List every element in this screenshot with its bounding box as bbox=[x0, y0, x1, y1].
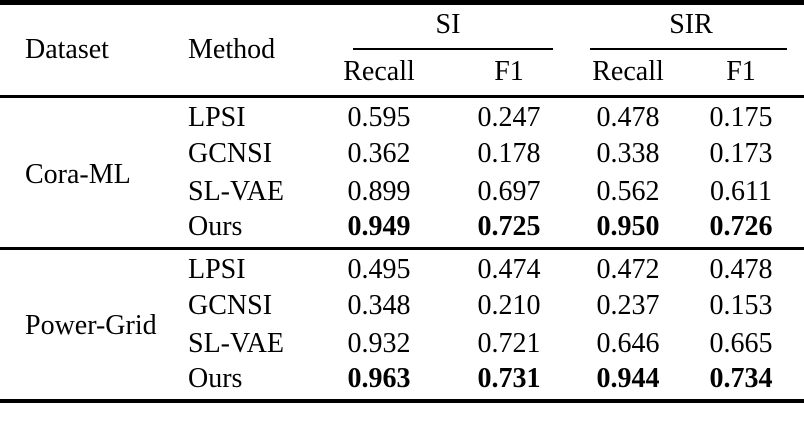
cell-si-recall: 0.362 bbox=[347, 137, 411, 169]
col-header-dataset: Dataset bbox=[25, 34, 109, 65]
cell-si-recall: 0.595 bbox=[347, 102, 411, 134]
cell-sir-recall: 0.237 bbox=[596, 289, 660, 321]
col-header-si-f1: F1 bbox=[494, 56, 524, 88]
cell-method: SL-VAE bbox=[188, 327, 284, 359]
cell-sir-recall: 0.944 bbox=[596, 363, 660, 394]
cell-si-f1: 0.474 bbox=[477, 254, 541, 286]
cell-sir-f1: 0.175 bbox=[709, 102, 773, 134]
table-row: Power-Grid LPSI 0.495 0.474 0.472 0.478 bbox=[0, 249, 804, 341]
col-group-si-label: SI bbox=[435, 8, 461, 40]
col-group-sir-label: SIR bbox=[669, 8, 713, 40]
cell-si-recall: 0.932 bbox=[347, 327, 411, 359]
si-group-rule bbox=[353, 47, 553, 50]
cell-method: SL-VAE bbox=[188, 175, 284, 207]
cell-si-recall: 0.899 bbox=[347, 175, 411, 207]
cell-si-f1: 0.725 bbox=[477, 211, 541, 243]
cell-method: LPSI bbox=[188, 254, 246, 286]
col-header-sir-recall: Recall bbox=[592, 56, 664, 88]
col-group-sir: SIR bbox=[578, 3, 804, 50]
cell-sir-f1: 0.153 bbox=[709, 289, 773, 321]
cell-method: LPSI bbox=[188, 102, 246, 134]
cell-sir-recall: 0.338 bbox=[596, 137, 660, 169]
col-header-si-recall: Recall bbox=[343, 56, 415, 88]
cell-dataset: Power-Grid bbox=[25, 310, 157, 342]
results-table: Dataset Method SI SIR Recall F1 Recall F… bbox=[0, 0, 804, 403]
cell-sir-recall: 0.472 bbox=[596, 254, 660, 286]
cell-si-f1: 0.697 bbox=[477, 175, 541, 207]
cell-si-f1: 0.210 bbox=[477, 289, 541, 321]
table-row: SL-VAE 0.932 0.721 0.646 0.665 bbox=[0, 325, 804, 363]
table-row: GCNSI 0.362 0.178 0.338 0.173 bbox=[0, 135, 804, 173]
cell-sir-recall: 0.950 bbox=[596, 211, 660, 243]
header-row-groups: Dataset Method SI SIR bbox=[0, 3, 804, 65]
cell-sir-f1: 0.726 bbox=[709, 211, 773, 243]
cell-sir-f1: 0.611 bbox=[710, 175, 772, 207]
col-group-si: SI bbox=[318, 3, 578, 50]
col-header-method: Method bbox=[188, 34, 276, 65]
cell-method: Ours bbox=[188, 211, 243, 243]
cell-si-recall: 0.495 bbox=[347, 254, 411, 286]
cell-sir-recall: 0.646 bbox=[596, 327, 660, 359]
table-row-ours: Ours 0.963 0.731 0.944 0.734 bbox=[0, 363, 804, 401]
cell-method: GCNSI bbox=[188, 289, 273, 321]
cell-sir-f1: 0.734 bbox=[709, 363, 773, 394]
cell-method: Ours bbox=[188, 363, 243, 394]
cell-si-recall: 0.963 bbox=[347, 363, 411, 394]
cell-si-recall: 0.949 bbox=[347, 211, 411, 243]
table-row: SL-VAE 0.899 0.697 0.562 0.611 bbox=[0, 173, 804, 211]
cell-si-f1: 0.721 bbox=[477, 327, 541, 359]
cell-method: GCNSI bbox=[188, 137, 273, 169]
cell-sir-recall: 0.562 bbox=[596, 175, 660, 207]
cell-si-f1: 0.178 bbox=[477, 137, 541, 169]
cell-si-recall: 0.348 bbox=[347, 289, 411, 321]
table-header: Dataset Method SI SIR Recall F1 Recall F… bbox=[0, 3, 804, 97]
table-row: Cora-ML LPSI 0.595 0.247 0.478 0.175 bbox=[0, 97, 804, 189]
table-row-ours: Ours 0.949 0.725 0.950 0.726 bbox=[0, 211, 804, 249]
cell-si-f1: 0.247 bbox=[477, 102, 541, 134]
cell-sir-f1: 0.478 bbox=[709, 254, 773, 286]
table-row: GCNSI 0.348 0.210 0.237 0.153 bbox=[0, 287, 804, 325]
cell-sir-f1: 0.173 bbox=[709, 137, 773, 169]
cell-sir-recall: 0.478 bbox=[596, 102, 660, 134]
sir-group-rule bbox=[590, 47, 788, 50]
section-power-grid: Power-Grid LPSI 0.495 0.474 0.472 0.478 … bbox=[0, 249, 804, 401]
section-cora-ml: Cora-ML LPSI 0.595 0.247 0.478 0.175 GCN… bbox=[0, 97, 804, 249]
cell-dataset: Cora-ML bbox=[25, 158, 131, 190]
cell-si-f1: 0.731 bbox=[477, 363, 541, 394]
header-row-subcolumns: Recall F1 Recall F1 bbox=[0, 50, 804, 97]
cell-sir-f1: 0.665 bbox=[709, 327, 773, 359]
col-header-sir-f1: F1 bbox=[726, 56, 756, 88]
